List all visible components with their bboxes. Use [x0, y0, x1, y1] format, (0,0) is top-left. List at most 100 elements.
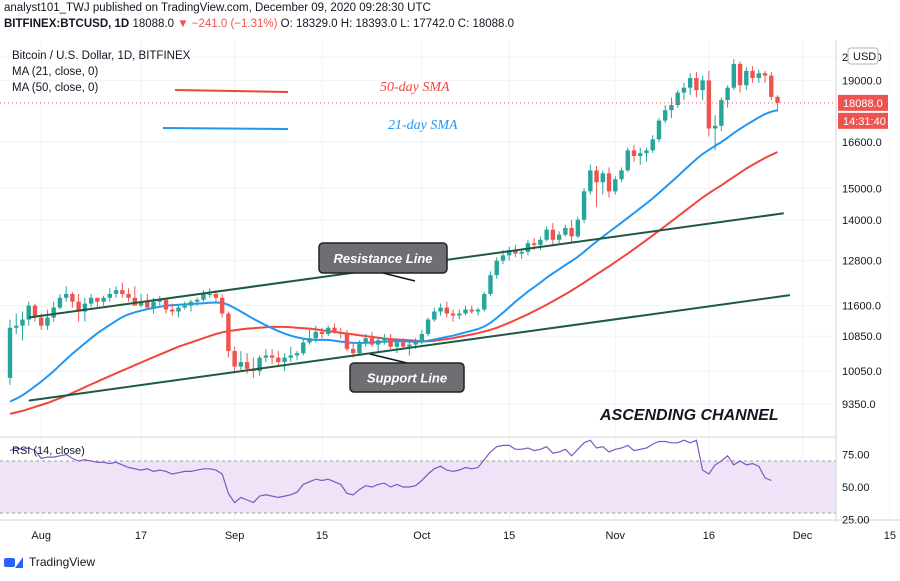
resistance-callout-text: Resistance Line	[334, 251, 433, 266]
candle	[507, 246, 512, 261]
candle-body	[39, 317, 44, 326]
candle-body	[475, 309, 481, 312]
candle-body	[631, 150, 637, 156]
candle	[257, 355, 262, 376]
candle-body	[400, 342, 406, 347]
candle	[712, 115, 718, 151]
candle	[762, 70, 768, 83]
candle	[469, 305, 474, 314]
candle-body	[687, 78, 693, 88]
candle	[432, 307, 437, 322]
price-tick-label: 9350.0	[842, 399, 876, 411]
candle	[700, 75, 705, 101]
candle-body	[238, 362, 244, 367]
candle-body	[432, 311, 437, 320]
grid	[0, 40, 891, 520]
candle-body	[519, 251, 524, 254]
candle-body	[394, 342, 400, 347]
candle-body	[550, 229, 556, 240]
ma21-legend[interactable]: MA (21, close, 0)	[12, 66, 99, 78]
candle	[650, 135, 655, 154]
candle	[450, 309, 456, 322]
candle-body	[419, 333, 425, 343]
candle-body	[88, 297, 94, 304]
tradingview-logo[interactable]: TradingView	[4, 555, 95, 569]
candle-body	[525, 243, 531, 252]
candle-body	[7, 327, 13, 378]
candle-body	[769, 75, 774, 97]
candle-body	[195, 299, 200, 302]
sma21-legend-swatch	[162, 127, 289, 130]
candle	[132, 286, 137, 306]
candle	[51, 301, 56, 322]
candle	[407, 342, 412, 356]
candle-body	[469, 309, 474, 312]
candle-body	[201, 293, 206, 300]
candle-body	[213, 293, 219, 298]
candle	[357, 340, 362, 356]
candle-body	[326, 327, 331, 334]
candle-body	[357, 342, 362, 354]
candle	[195, 297, 200, 306]
price-tick-label: 15000.0	[842, 183, 882, 195]
candle-body	[706, 80, 712, 129]
candle	[425, 317, 431, 337]
candle-body	[600, 173, 605, 183]
candle-body	[413, 342, 418, 345]
candle-body	[163, 299, 169, 310]
price-tick-label: 12800.0	[842, 256, 882, 268]
candle	[344, 329, 350, 352]
candle-body	[188, 301, 194, 306]
time-tick-label: 15	[884, 530, 896, 542]
candle-body	[282, 357, 287, 363]
sma21-annotation: 21-day SMA	[388, 118, 458, 133]
symbol-text[interactable]: BITFINEX:BTCUSD, 1D	[4, 18, 130, 30]
candle-body	[756, 73, 761, 79]
candle-body	[581, 191, 587, 220]
countdown-tag	[838, 112, 888, 129]
candle-body	[332, 327, 337, 332]
candle	[276, 351, 281, 367]
candle-body	[14, 325, 19, 328]
time-tick-label: 17	[135, 530, 147, 542]
time-tick-label: 16	[703, 530, 715, 542]
rsi-band	[0, 461, 836, 513]
candle	[282, 353, 287, 372]
candle	[232, 346, 237, 374]
candle-body	[288, 355, 293, 358]
symbol-line: BITFINEX:BTCUSD, 1D 18088.0 ▼ −241.0 (−1…	[4, 18, 514, 30]
ma50-legend[interactable]: MA (50, close, 0)	[12, 82, 99, 94]
candle	[369, 331, 375, 347]
ma50-line	[9, 151, 778, 415]
candle-body	[63, 293, 69, 298]
candle	[382, 333, 387, 345]
candle	[182, 301, 187, 310]
candle-body	[500, 255, 506, 261]
publisher-line: analyst101_TWJ published on TradingView.…	[4, 2, 431, 14]
candle-body	[113, 290, 119, 294]
candle-body	[76, 301, 81, 312]
candle-body	[407, 344, 412, 347]
candle	[126, 288, 131, 302]
candle-body	[569, 227, 574, 237]
candle	[20, 311, 25, 341]
candle	[176, 305, 181, 318]
candle	[494, 257, 499, 279]
candles	[7, 59, 780, 385]
candle-body	[120, 290, 125, 294]
candle-body	[681, 87, 687, 93]
candle-body	[625, 150, 630, 171]
time-tick-label: Nov	[605, 530, 625, 542]
candle	[638, 147, 643, 165]
candle	[663, 105, 668, 124]
candle-body	[82, 303, 88, 312]
sma50-annotation: 50-day SMA	[380, 80, 450, 95]
candle	[775, 95, 780, 112]
resistance-callout: Resistance Line	[318, 242, 448, 282]
candle-body	[606, 173, 612, 192]
annotations: 50-day SMA 21-day SMA Resistance Line Suppo…	[162, 80, 779, 424]
candle	[375, 338, 381, 352]
price-now: 18088.0	[132, 18, 175, 30]
candle-body	[57, 297, 63, 308]
